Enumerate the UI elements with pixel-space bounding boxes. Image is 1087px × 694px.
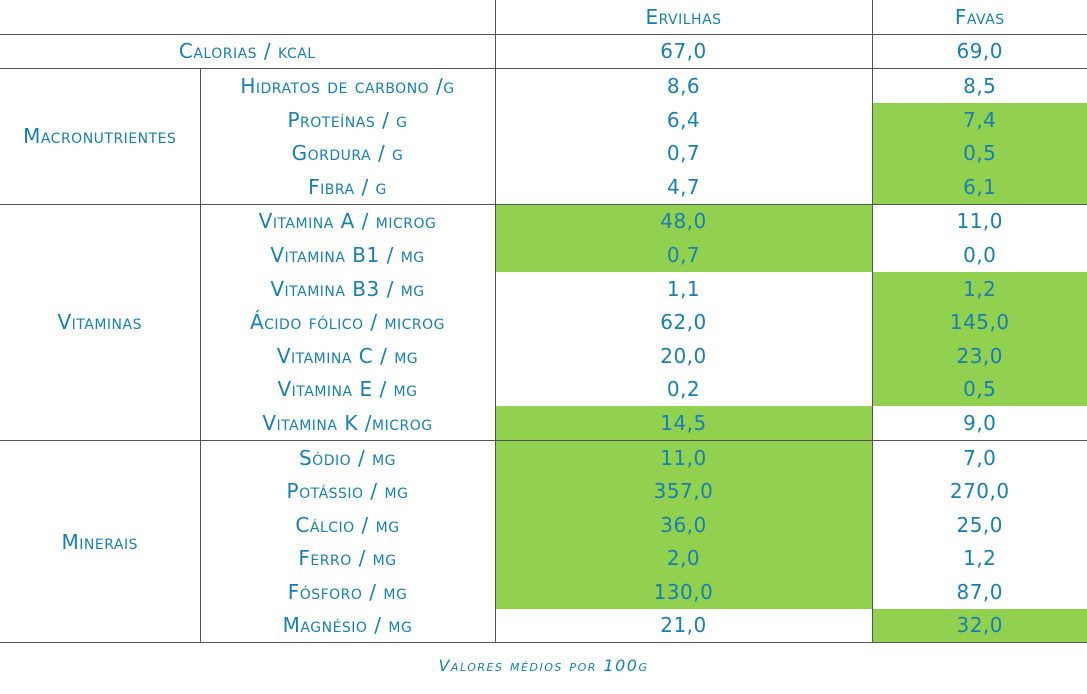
table-row: Fósforo / mg 130,0 87,0	[0, 575, 1087, 609]
table-row: Magnésio / mg 21,0 32,0	[0, 608, 1087, 644]
category-vitaminas: Vitaminas	[0, 204, 200, 441]
value-ervilhas: 11,0	[494, 440, 872, 475]
calorias-ervilhas: 67,0	[494, 33, 872, 70]
value-ervilhas: 0,2	[494, 372, 872, 407]
value-ervilhas: 21,0	[494, 608, 872, 644]
row-label: Vitamina A / microg	[199, 204, 495, 239]
value-ervilhas: 2,0	[494, 541, 872, 576]
value-ervilhas: 36,0	[494, 507, 872, 542]
row-label: Vitamina B3 / mg	[199, 271, 495, 306]
row-label: Vitamina E / mg	[199, 372, 495, 407]
value-ervilhas: 62,0	[494, 305, 872, 339]
header-empty-cell	[0, 0, 495, 34]
value-favas: 145,0	[871, 305, 1087, 339]
header-row: Ervilhas Favas	[0, 0, 1087, 35]
value-favas: 270,0	[871, 474, 1087, 508]
table-row: Vitamina B1 / mg 0,7 0,0	[0, 238, 1087, 272]
row-label: Gordura / g	[199, 136, 495, 170]
table-row: Fibra / g 4,7 6,1	[0, 169, 1087, 205]
value-favas: 23,0	[871, 338, 1087, 373]
value-favas: 25,0	[871, 507, 1087, 542]
table-row: Macronutrientes Hidratos de carbono /g 8…	[0, 68, 1087, 205]
calorias-label: Calorias / kcal	[0, 33, 495, 70]
row-label: Proteínas / g	[199, 102, 495, 137]
table-row: Gordura / g 0,7 0,5	[0, 136, 1087, 170]
value-ervilhas: 14,5	[494, 406, 872, 441]
table-row: Vitamina K /microg 14,5 9,0	[0, 406, 1087, 441]
value-favas: 32,0	[871, 608, 1087, 644]
value-favas: 0,5	[871, 372, 1087, 407]
row-label: Vitamina K /microg	[199, 406, 495, 441]
value-favas: 6,1	[871, 169, 1087, 205]
table-row: Ferro / mg 2,0 1,2	[0, 541, 1087, 576]
table-row: Proteínas / g 6,4 7,4	[0, 102, 1087, 137]
value-ervilhas: 0,7	[494, 136, 872, 170]
nutrition-table-container: Ervilhas Favas Calorias / kcal 67,0 69,0…	[0, 0, 1087, 644]
header-favas: Favas	[871, 0, 1087, 35]
value-favas: 0,5	[871, 136, 1087, 170]
row-label: Fibra / g	[199, 169, 495, 205]
row-label: Sódio / mg	[199, 440, 495, 475]
value-ervilhas: 1,1	[494, 271, 872, 306]
value-favas: 0,0	[871, 238, 1087, 272]
table-row: Vitamina B3 / mg 1,1 1,2	[0, 271, 1087, 306]
row-label: Vitamina C / mg	[199, 338, 495, 373]
row-label: Fósforo / mg	[199, 575, 495, 609]
value-favas: 7,0	[871, 440, 1087, 475]
table-row: Potássio / mg 357,0 270,0	[0, 474, 1087, 508]
value-ervilhas: 20,0	[494, 338, 872, 373]
table-row: Vitamina E / mg 0,2 0,5	[0, 372, 1087, 407]
row-label: Ácido fólico / microg	[199, 305, 495, 339]
value-ervilhas: 48,0	[494, 204, 872, 239]
value-favas: 1,2	[871, 271, 1087, 306]
value-favas: 87,0	[871, 575, 1087, 609]
row-label: Cálcio / mg	[199, 507, 495, 542]
value-ervilhas: 130,0	[494, 575, 872, 609]
category-macronutrientes: Macronutrientes	[0, 68, 200, 205]
table-row: Ácido fólico / microg 62,0 145,0	[0, 305, 1087, 339]
header-ervilhas: Ervilhas	[494, 0, 872, 35]
category-minerais: Minerais	[0, 440, 200, 644]
table-row: Vitamina C / mg 20,0 23,0	[0, 338, 1087, 373]
row-label: Potássio / mg	[199, 474, 495, 508]
value-favas: 8,5	[871, 68, 1087, 103]
value-favas: 1,2	[871, 541, 1087, 576]
value-ervilhas: 0,7	[494, 238, 872, 272]
table-row: Vitaminas Vitamina A / microg 48,0 11,0	[0, 204, 1087, 441]
value-favas: 7,4	[871, 102, 1087, 137]
row-label: Magnésio / mg	[199, 608, 495, 644]
value-ervilhas: 357,0	[494, 474, 872, 508]
calorias-favas: 69,0	[871, 33, 1087, 70]
value-ervilhas: 8,6	[494, 68, 872, 103]
row-label: Hidratos de carbono /g	[199, 68, 495, 103]
value-ervilhas: 4,7	[494, 169, 872, 205]
table-row: Minerais Sódio / mg 11,0 7,0	[0, 440, 1087, 644]
value-ervilhas: 6,4	[494, 102, 872, 137]
row-label: Vitamina B1 / mg	[199, 238, 495, 272]
row-label: Ferro / mg	[199, 541, 495, 576]
value-favas: 11,0	[871, 204, 1087, 239]
nutrition-table: Ervilhas Favas Calorias / kcal 67,0 69,0…	[0, 0, 1087, 644]
table-row: Cálcio / mg 36,0 25,0	[0, 507, 1087, 542]
footer-note: Valores médios por 100g	[438, 656, 649, 675]
calorias-row: Calorias / kcal 67,0 69,0	[0, 33, 1087, 70]
value-favas: 9,0	[871, 406, 1087, 441]
